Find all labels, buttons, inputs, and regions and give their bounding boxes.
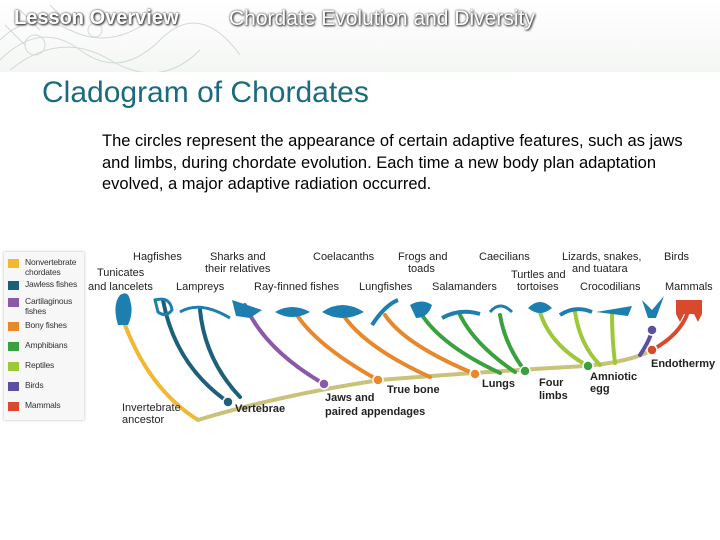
taxon-lungfishes: Lungfishes bbox=[359, 281, 413, 293]
branch-sharks bbox=[243, 303, 326, 386]
branch-crocodilians bbox=[610, 310, 617, 365]
slide-body-text: The circles represent the appearance of … bbox=[102, 132, 683, 193]
branch-lungfishes bbox=[383, 313, 477, 376]
taxon-salamanders: Salamanders bbox=[432, 281, 497, 293]
legend-swatch bbox=[8, 382, 19, 391]
taxon-mammals: Mammals bbox=[665, 281, 713, 293]
branch-tunicates bbox=[123, 323, 200, 422]
turtle-icon bbox=[528, 302, 552, 313]
lamprey-icon bbox=[179, 305, 231, 320]
branch-lampreys bbox=[198, 308, 242, 399]
legend-swatch bbox=[8, 362, 19, 371]
branch-turtles bbox=[538, 310, 590, 368]
legend-label: Jawless fishes bbox=[25, 279, 77, 289]
legend-swatch bbox=[8, 402, 19, 411]
taxon-sharks-line1: Sharks and bbox=[210, 251, 266, 263]
legend-label: Nonvertebrate chordates bbox=[25, 257, 77, 277]
taxon-frogs-line1: Frogs and bbox=[398, 251, 448, 263]
taxon-sharks-line2: their relatives bbox=[205, 263, 271, 275]
trait-ancestor-line2: ancestor bbox=[122, 414, 165, 426]
taxon-birds: Birds bbox=[664, 251, 690, 263]
trait-amniotic-line1: Amniotic bbox=[590, 371, 637, 383]
trait-lungs: Lungs bbox=[482, 378, 515, 390]
legend-swatch bbox=[8, 281, 19, 290]
taxon-turtles-line2: tortoises bbox=[517, 281, 559, 293]
branch-lizards bbox=[573, 310, 602, 367]
crocodilian-icon bbox=[596, 306, 632, 316]
frog-icon bbox=[410, 301, 432, 318]
trait-jaws-line1: Jaws and bbox=[325, 392, 375, 404]
legend-label: Amphibians bbox=[25, 340, 68, 350]
legend-swatch bbox=[8, 298, 19, 307]
trait-vertebrae: Vertebrae bbox=[235, 403, 285, 415]
taxon-lampreys: Lampreys bbox=[176, 281, 225, 293]
branch-hagfishes bbox=[161, 298, 230, 404]
taxon-crocodilians: Crocodilians bbox=[580, 281, 641, 293]
node-amniotic bbox=[582, 360, 594, 372]
branch-rayfinned bbox=[293, 310, 380, 382]
legend-swatch bbox=[8, 342, 19, 351]
taxon-frogs-line2: toads bbox=[408, 263, 435, 275]
hagfish-icon bbox=[153, 297, 174, 317]
legend-label: Cartilaginous fishes bbox=[25, 296, 73, 316]
taxon-lizards-line2: and tuatara bbox=[572, 263, 629, 275]
legend-swatch bbox=[8, 259, 19, 268]
bird-icon bbox=[642, 296, 664, 318]
legend-label: Bony fishes bbox=[25, 320, 67, 330]
taxon-lizards-line1: Lizards, snakes, bbox=[562, 251, 641, 263]
node-jaws bbox=[318, 378, 330, 390]
taxon-caecilians: Caecilians bbox=[479, 251, 530, 263]
color-legend: Nonvertebrate chordates Jawless fishes C… bbox=[4, 252, 84, 420]
legend-label: Reptiles bbox=[25, 360, 55, 370]
lizard-icon bbox=[558, 307, 593, 317]
node-endothermy bbox=[646, 344, 658, 356]
rayfinned-fish-icon bbox=[275, 307, 310, 317]
cladogram: Hagfishes Sharks and their relatives Coe… bbox=[88, 251, 716, 426]
legend-swatch bbox=[8, 322, 19, 331]
taxon-turtles-line1: Turtles and bbox=[511, 269, 566, 281]
taxon-hagfishes: Hagfishes bbox=[133, 251, 182, 263]
coelacanth-icon bbox=[322, 305, 364, 318]
lungfish-icon bbox=[370, 298, 399, 327]
trait-jaws-line2: paired appendages bbox=[325, 406, 425, 418]
tunicate-icon bbox=[115, 293, 132, 325]
trait-ancestor-line1: Invertebrate bbox=[122, 402, 181, 414]
branch-salamanders bbox=[458, 313, 517, 374]
taxon-tunicates-line1: Tunicates bbox=[97, 267, 145, 279]
node-fourlimbs bbox=[519, 365, 531, 377]
node-lungs bbox=[469, 368, 481, 380]
trait-truebone: True bone bbox=[387, 384, 440, 396]
shark-icon bbox=[232, 300, 262, 318]
legend-label: Mammals bbox=[25, 400, 61, 410]
branch-frogs bbox=[418, 310, 502, 375]
trait-fourlimbs-line1: Four bbox=[539, 377, 564, 389]
mammal-icon bbox=[676, 300, 702, 322]
taxon-tunicates-line2: and lancelets bbox=[88, 281, 153, 293]
taxon-rayfinned: Ray-finned fishes bbox=[254, 281, 339, 293]
trait-endothermy: Endothermy bbox=[651, 358, 716, 370]
slide-title: Cladogram of Chordates bbox=[42, 76, 369, 109]
salamander-icon bbox=[441, 309, 481, 320]
header-texture bbox=[0, 4, 241, 72]
lesson-subtitle: Chordate Evolution and Diversity bbox=[229, 7, 535, 30]
node-feathers bbox=[646, 324, 658, 336]
node-vertebrae bbox=[222, 396, 234, 408]
caecilian-icon bbox=[488, 304, 514, 314]
taxon-coelacanths: Coelacanths bbox=[313, 251, 375, 263]
lesson-label: Lesson Overview bbox=[14, 7, 179, 29]
trait-amniotic-line2: egg bbox=[590, 383, 610, 395]
stem-main bbox=[196, 348, 654, 422]
header-bar: Lesson Overview Chordate Evolution and D… bbox=[0, 0, 720, 72]
node-truebone bbox=[372, 374, 384, 386]
trait-fourlimbs-line2: limbs bbox=[539, 390, 568, 402]
legend-label: Birds bbox=[25, 380, 44, 390]
